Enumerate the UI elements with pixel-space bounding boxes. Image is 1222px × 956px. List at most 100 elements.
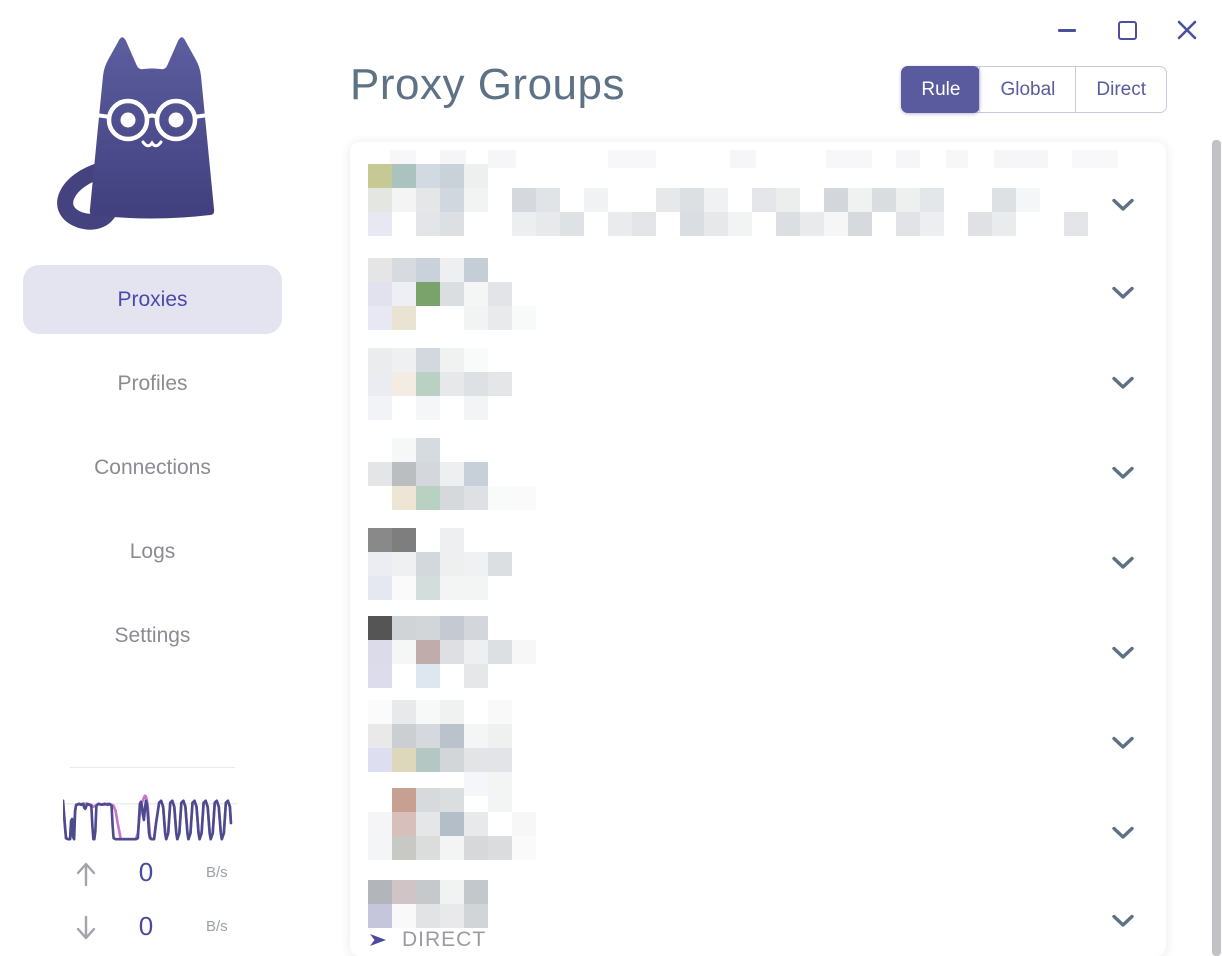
blurred-name-block <box>440 788 464 812</box>
blurred-name-block <box>1064 212 1088 236</box>
blurred-name-block <box>464 486 488 510</box>
blurred-name-block <box>464 836 488 860</box>
expand-group-button[interactable] <box>1108 912 1138 932</box>
proxy-group-row[interactable] <box>350 164 1166 258</box>
blurred-name-block <box>488 788 512 812</box>
blurred-name-block <box>392 438 416 462</box>
blurred-name-block <box>992 212 1016 236</box>
chevron-down-icon <box>1112 198 1134 211</box>
blurred-name-block <box>368 188 392 212</box>
blurred-name-block <box>728 212 752 236</box>
blurred-name-block <box>464 576 488 600</box>
blurred-name-block <box>392 616 416 640</box>
chevron-down-icon <box>1112 466 1134 479</box>
proxy-group-row[interactable] <box>350 616 1166 700</box>
traffic-divider <box>70 767 235 768</box>
blurred-name-block <box>416 486 440 510</box>
blurred-header-block <box>826 150 872 168</box>
blurred-name-block <box>968 212 992 236</box>
proxy-group-row[interactable]: DIRECT <box>350 880 1166 956</box>
upload-stat: 0 B/s <box>0 857 305 891</box>
blurred-name-block <box>464 640 488 664</box>
blurred-name-block <box>752 188 776 212</box>
blurred-name-block <box>488 306 512 330</box>
close-button[interactable] <box>1170 14 1204 46</box>
blurred-name-block <box>416 396 440 420</box>
download-unit: B/s <box>206 918 228 935</box>
proxy-group-row[interactable] <box>350 700 1166 796</box>
blurred-name-block <box>392 812 416 836</box>
blurred-name-block <box>440 904 464 928</box>
cat-mouth <box>141 140 163 148</box>
proxy-item-direct[interactable]: DIRECT <box>368 928 486 952</box>
blurred-name-block <box>512 486 536 510</box>
expand-group-button[interactable] <box>1108 644 1138 664</box>
sidebar: Proxies Profiles Connections Logs Settings 0… <box>0 0 305 956</box>
blurred-header-block <box>1072 150 1118 168</box>
blurred-name-block <box>464 462 488 486</box>
upload-value: 0 <box>138 857 154 887</box>
blurred-name-block <box>872 188 896 212</box>
blurred-name-block <box>416 700 440 724</box>
blurred-header-block <box>488 150 516 168</box>
scrollbar[interactable] <box>1212 140 1221 956</box>
chevron-down-icon <box>1112 826 1134 839</box>
sidebar-item-logs[interactable]: Logs <box>129 540 176 563</box>
blurred-name-block <box>512 188 536 212</box>
blurred-name-block <box>416 462 440 486</box>
blurred-name-block <box>416 258 440 282</box>
blurred-name-block <box>392 724 416 748</box>
chevron-down-icon <box>1112 376 1134 389</box>
expand-group-button[interactable] <box>1108 554 1138 574</box>
blurred-name-block <box>824 212 848 236</box>
blurred-name-block <box>536 188 560 212</box>
blurred-name-block <box>464 348 488 372</box>
blurred-name-block <box>392 700 416 724</box>
blurred-name-block <box>368 880 392 904</box>
mode-button-direct[interactable]: Direct <box>1075 67 1166 112</box>
expand-group-button[interactable] <box>1108 734 1138 754</box>
minimize-icon <box>1058 28 1076 32</box>
blurred-name-block <box>392 788 416 812</box>
proxy-group-row[interactable] <box>350 258 1166 348</box>
expand-group-button[interactable] <box>1108 464 1138 484</box>
proxy-group-row[interactable] <box>350 788 1166 880</box>
blurred-name-block <box>392 282 416 306</box>
minimize-button[interactable] <box>1050 14 1084 46</box>
blurred-name-block <box>392 258 416 282</box>
blurred-name-block <box>632 212 656 236</box>
blurred-name-block <box>512 836 536 860</box>
window-controls <box>1050 14 1204 46</box>
blurred-name-block <box>464 904 488 928</box>
blurred-name-block <box>392 306 416 330</box>
expand-group-button[interactable] <box>1108 284 1138 304</box>
blurred-name-block <box>464 306 488 330</box>
expand-group-button[interactable] <box>1108 196 1138 216</box>
blurred-name-block <box>512 640 536 664</box>
maximize-button[interactable] <box>1110 14 1144 46</box>
sidebar-item-settings[interactable]: Settings <box>114 624 191 647</box>
blurred-name-block <box>440 372 464 396</box>
expand-group-button[interactable] <box>1108 824 1138 844</box>
proxy-group-row[interactable] <box>350 528 1166 616</box>
proxy-group-row[interactable] <box>350 438 1166 528</box>
blurred-name-block <box>440 188 464 212</box>
expand-group-button[interactable] <box>1108 374 1138 394</box>
blurred-name-block <box>416 282 440 306</box>
blurred-name-block <box>464 552 488 576</box>
blurred-name-block <box>416 640 440 664</box>
mode-button-global[interactable]: Global <box>979 67 1075 112</box>
blurred-name-block <box>416 836 440 860</box>
proxy-group-row[interactable] <box>350 348 1166 438</box>
blurred-name-block <box>920 188 944 212</box>
mode-button-rule[interactable]: Rule <box>901 66 981 113</box>
sidebar-item-proxies[interactable]: Proxies <box>23 265 282 334</box>
sidebar-item-connections[interactable]: Connections <box>94 456 211 479</box>
blurred-name-block <box>440 880 464 904</box>
sidebar-item-profiles[interactable]: Profiles <box>117 372 188 395</box>
blurred-name-block <box>464 282 488 306</box>
blurred-name-block <box>416 164 440 188</box>
cat-body <box>89 37 215 219</box>
cat-glasses-left <box>106 98 150 142</box>
